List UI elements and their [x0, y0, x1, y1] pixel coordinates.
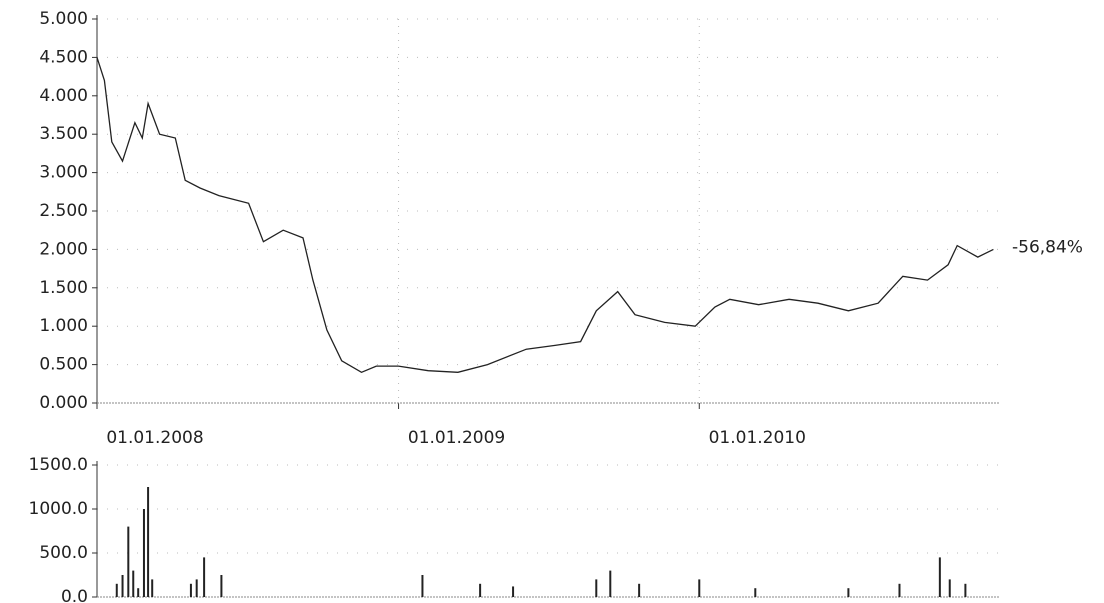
volume-bar — [142, 509, 145, 597]
volume-bar — [964, 583, 967, 597]
volume-bar — [479, 583, 482, 597]
volume-bar — [132, 570, 135, 597]
volume-bar — [421, 575, 424, 597]
volume-bar — [115, 583, 118, 597]
y-tick-label: 1500.0 — [29, 455, 88, 475]
y-tick-label: 2.500 — [39, 201, 88, 221]
y-tick-label: 1000.0 — [29, 499, 88, 519]
y-tick-label: 1.500 — [39, 278, 88, 298]
volume-bar — [203, 557, 206, 597]
x-tick-label: 01.01.2009 — [408, 428, 505, 448]
change-annotation: -56,84% — [1012, 237, 1083, 257]
price-line — [96, 57, 994, 374]
volume-bar — [137, 588, 140, 597]
volume-bar — [847, 588, 850, 597]
y-tick-label: 4.000 — [39, 86, 88, 106]
y-tick-label: 4.500 — [39, 47, 88, 67]
volume-bar — [195, 579, 198, 597]
volume-bar — [754, 588, 757, 597]
volume-bar — [127, 526, 130, 597]
volume-bar — [147, 487, 150, 597]
y-tick-label: 3.500 — [39, 124, 88, 144]
volume-bar — [898, 583, 901, 597]
y-tick-label: 1.000 — [39, 316, 88, 336]
volume-bar — [121, 575, 124, 597]
volume-bar — [512, 586, 515, 597]
volume-bar — [638, 583, 641, 597]
volume-bar — [595, 579, 598, 597]
y-tick-label: 5.000 — [39, 9, 88, 29]
volume-bar — [189, 583, 192, 597]
volume-bar — [938, 557, 941, 597]
y-tick-label: 2.000 — [39, 239, 88, 259]
volume-bar — [609, 570, 612, 597]
y-tick-label: 0.500 — [39, 355, 88, 375]
y-tick-label: 500.0 — [39, 543, 88, 563]
volume-bar — [698, 579, 701, 597]
y-tick-label: 3.000 — [39, 163, 88, 183]
volume-bar — [948, 579, 951, 597]
x-tick-label: 01.01.2010 — [709, 428, 806, 448]
y-tick-label: 0.000 — [39, 393, 88, 413]
x-tick-label: 01.01.2008 — [106, 428, 203, 448]
volume-bar — [151, 579, 154, 597]
y-tick-label: 0.0 — [61, 587, 88, 603]
volume-bar — [220, 575, 223, 597]
